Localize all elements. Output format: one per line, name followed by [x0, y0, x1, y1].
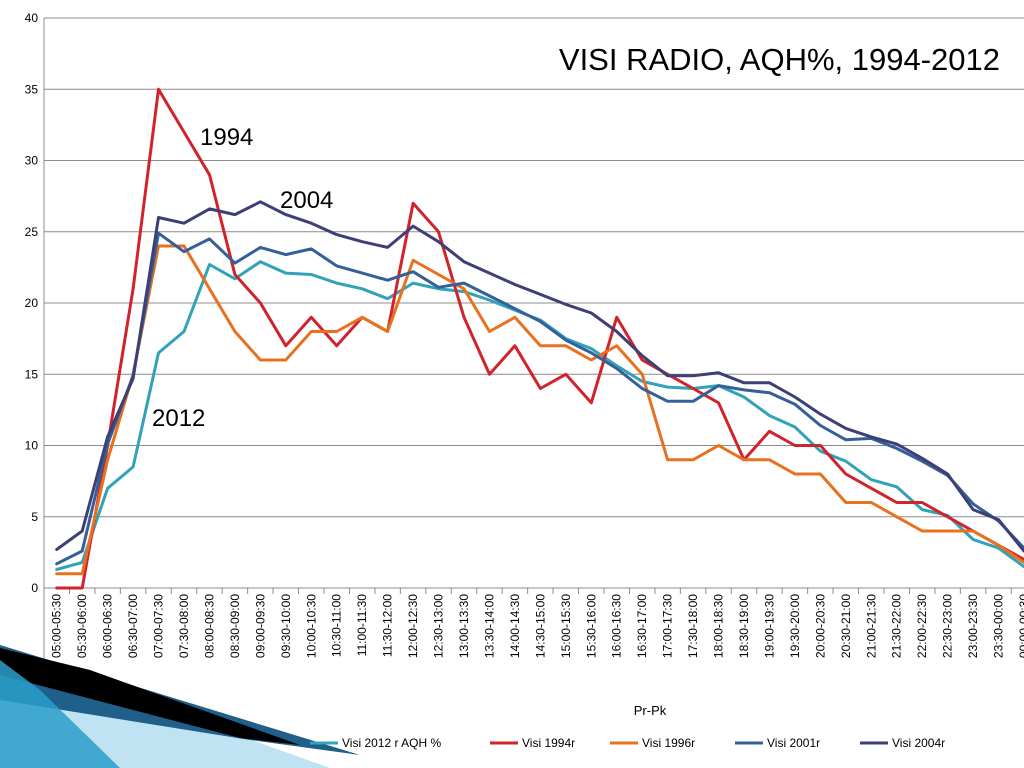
- y-tick-label: 10: [25, 439, 39, 453]
- y-tick-label: 20: [25, 296, 39, 310]
- x-tick-label: 21:30-22:00: [890, 594, 904, 658]
- series-line-4: [55, 200, 1024, 553]
- x-tick-label: 13:30-14:00: [482, 594, 496, 658]
- x-tick-label: 08:30-09:00: [228, 594, 242, 658]
- x-tick-label: 22:30-23:00: [941, 594, 955, 658]
- x-axis-label: Pr-Pk: [634, 703, 667, 718]
- x-tick-label: 05:30-06:00: [75, 594, 89, 658]
- x-tick-label: 10:00-10:30: [304, 594, 318, 658]
- y-tick-label: 5: [31, 510, 38, 524]
- series-line-1: [55, 87, 1024, 590]
- x-tick-label: 20:00-20:30: [813, 594, 827, 658]
- series-line-3: [55, 231, 1024, 566]
- legend-label-1: Visi 1994r: [522, 736, 575, 750]
- x-tick-label: 11:00-11:30: [355, 594, 369, 657]
- x-tick-label: 12:30-13:00: [432, 594, 446, 658]
- x-tick-label: 19:00-19:30: [762, 594, 776, 658]
- annotation-1994: 1994: [200, 124, 253, 151]
- x-tick-label: 11:30-12:00: [381, 594, 395, 657]
- x-tick-label: 19:30-20:00: [788, 594, 802, 658]
- legend-label-0: Visi 2012 r AQH %: [342, 736, 441, 750]
- x-tick-label: 18:30-19:00: [737, 594, 751, 658]
- y-axis-tick-labels: 0 5 10 15 20 25 30 35 40: [25, 11, 39, 595]
- series-lines: [55, 87, 1024, 590]
- x-tick-label: 10:30-11:00: [330, 594, 344, 657]
- x-tick-label: 07:30-08:00: [177, 594, 191, 658]
- y-tick-label: 30: [25, 154, 39, 168]
- x-tick-label: 23:00-23:30: [966, 594, 980, 658]
- x-tick-label: 06:00-06:30: [101, 594, 115, 658]
- x-tick-label: 09:30-10:00: [279, 594, 293, 658]
- x-tick-label: 14:30-15:00: [533, 594, 547, 658]
- y-tick-label: 25: [25, 225, 39, 239]
- annotation-2012: 2012: [152, 405, 205, 432]
- x-axis-tick-labels: 05:00-05:30 05:30-06:00 06:00-06:30 06:30-0…: [50, 594, 1024, 658]
- x-tick-label: 00:00-00:30: [1017, 594, 1024, 658]
- y-tick-label: 0: [31, 581, 38, 595]
- x-tick-label: 21:00-21:30: [864, 594, 878, 658]
- x-tick-label: 09:00-09:30: [253, 594, 267, 658]
- chart-title: VISI RADIO, AQH%, 1994-2012: [559, 42, 1000, 77]
- x-tick-label: 15:30-16:00: [584, 594, 598, 658]
- x-tick-label: 14:00-14:30: [508, 594, 522, 658]
- gridlines: [44, 17, 1024, 589]
- x-tick-label: 20:30-21:00: [839, 594, 853, 658]
- legend-label-4: Visi 2004r: [892, 736, 945, 750]
- legend-label-2: Visi 1996r: [642, 736, 695, 750]
- x-tick-label: 07:00-07:30: [152, 594, 166, 658]
- axes: [43, 18, 1024, 720]
- x-tick-label: 16:30-17:00: [635, 594, 649, 658]
- x-tick-label: 16:00-16:30: [610, 594, 624, 658]
- y-tick-label: 40: [25, 11, 39, 25]
- corner-swoosh-decoration: [0, 645, 360, 768]
- x-tick-label: 17:30-18:00: [686, 594, 700, 658]
- x-tick-label: 12:00-12:30: [406, 594, 420, 658]
- series-line-2: [55, 244, 1024, 576]
- x-tick-label: 17:00-17:30: [661, 594, 675, 658]
- x-tick-label: 08:00-08:30: [202, 594, 216, 658]
- x-tick-label: 22:00-22:30: [915, 594, 929, 658]
- x-tick-label: 05:00-05:30: [50, 594, 64, 658]
- x-tick-label: 15:00-15:30: [559, 594, 573, 658]
- x-tick-label: 18:00-18:30: [712, 594, 726, 658]
- x-tick-label: 13:00-13:30: [457, 594, 471, 658]
- legend-label-3: Visi 2001r: [767, 736, 820, 750]
- y-tick-label: 35: [25, 82, 39, 96]
- y-tick-label: 15: [25, 367, 39, 381]
- legend: Visi 2012 r AQH % Visi 1994r Visi 1996r Vis…: [310, 736, 945, 750]
- x-tick-label: 06:30-07:00: [126, 594, 140, 658]
- x-tick-label: 23:30-00:00: [992, 594, 1006, 658]
- annotation-2004: 2004: [280, 187, 333, 214]
